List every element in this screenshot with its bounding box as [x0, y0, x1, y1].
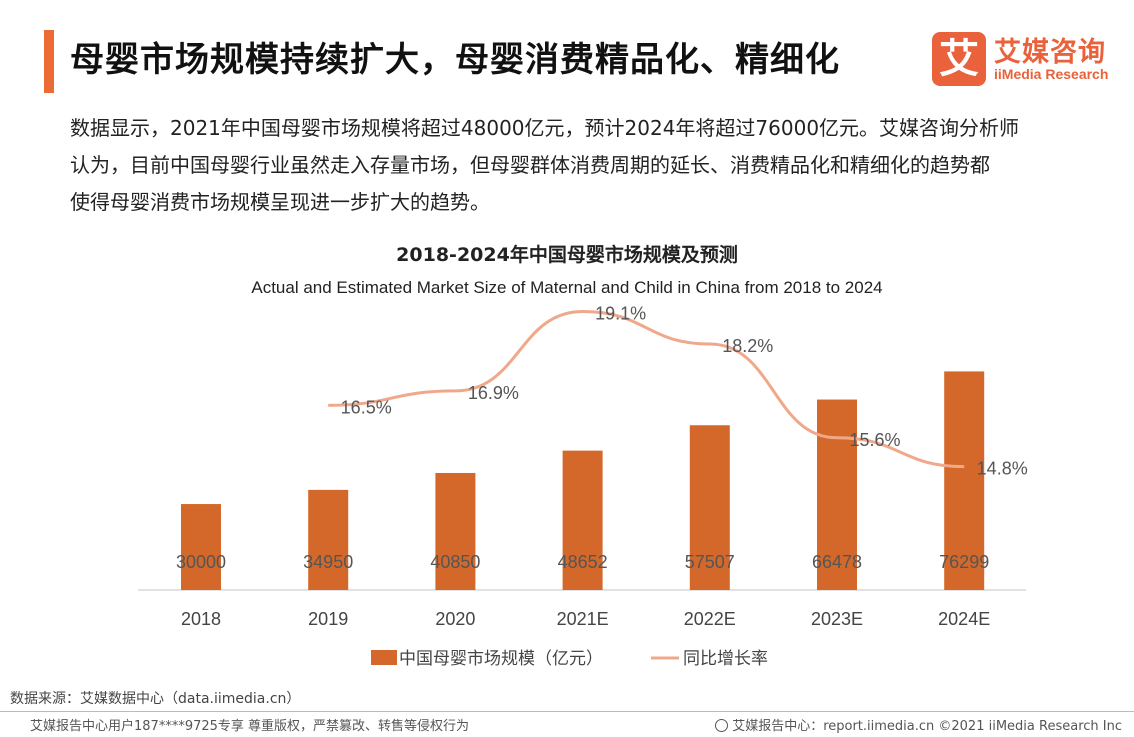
- x-tick-label: 2018: [181, 609, 221, 629]
- growth-rate-label: 16.5%: [341, 397, 392, 417]
- growth-rate-label: 18.2%: [722, 336, 773, 356]
- footer-copyright-notice: 艾媒报告中心用户187****9725专享 尊重版权，严禁篡改、转售等侵权行为: [30, 719, 470, 734]
- x-tick-label: 2019: [308, 609, 348, 629]
- x-tick-label: 2022E: [684, 609, 736, 629]
- growth-rate-label: 16.9%: [468, 383, 519, 403]
- bar-value-label: 40850: [430, 552, 480, 572]
- footer-site-text: 艾媒报告中心：report.iimedia.cn ©2021 iiMedia R…: [732, 719, 1122, 734]
- logo-text-en: iiMedia Research: [994, 66, 1109, 82]
- legend-label-bar: 中国母婴市场规模（亿元）: [399, 649, 603, 669]
- bar: [689, 425, 730, 590]
- bar: [435, 472, 476, 590]
- bar: [181, 504, 221, 590]
- intro-line: 使得母婴消费市场规模呈现进一步扩大的趋势。: [70, 190, 490, 214]
- data-source: 数据来源：艾媒数据中心（data.iimedia.cn）: [10, 691, 301, 707]
- growth-rate-label: 15.6%: [849, 430, 900, 450]
- page-title: 母婴市场规模持续扩大，母婴消费精品化、精细化: [70, 40, 840, 80]
- intro-line: 数据显示，2021年中国母婴市场规模将超过48000亿元，预计2024年将超过7…: [70, 116, 1020, 140]
- logo-text-cn: 艾媒咨询: [994, 37, 1106, 68]
- bar-value-label: 48652: [558, 552, 608, 572]
- legend-swatch-bar: [371, 650, 397, 665]
- footer-site-info: 艾媒报告中心：report.iimedia.cn ©2021 iiMedia R…: [715, 715, 1122, 734]
- brand-logo: 艾 艾媒咨询 iiMedia Research: [932, 30, 1132, 88]
- bar: [562, 450, 603, 590]
- footer-divider: [0, 711, 1134, 712]
- bar: [944, 371, 985, 590]
- chart-title: 2018-2024年中国母婴市场规模及预测: [396, 244, 738, 266]
- x-tick-label: 2020: [435, 609, 475, 629]
- logo-mark: 艾: [932, 32, 986, 86]
- bar-value-label: 30000: [176, 552, 226, 572]
- growth-rate-label: 14.8%: [977, 459, 1028, 479]
- bar-value-label: 57507: [685, 552, 735, 572]
- bar-value-label: 76299: [939, 552, 989, 572]
- chart-subtitle: Actual and Estimated Market Size of Mate…: [251, 278, 883, 297]
- growth-rate-label: 19.1%: [595, 303, 646, 323]
- intro-line: 认为，目前中国母婴行业虽然走入存量市场，但母婴群体消费周期的延长、消费精品化和精…: [70, 153, 990, 177]
- bar: [308, 489, 349, 590]
- x-tick-label: 2023E: [811, 609, 863, 629]
- legend-label-line: 同比增长率: [683, 649, 768, 669]
- title-accent-bar: [44, 30, 54, 93]
- x-tick-label: 2024E: [938, 609, 990, 629]
- bar-value-label: 34950: [303, 552, 353, 572]
- globe-icon: [715, 719, 729, 732]
- intro-paragraph: 数据显示，2021年中国母婴市场规模将超过48000亿元，预计2024年将超过7…: [70, 110, 1090, 221]
- x-tick-label: 2021E: [557, 609, 609, 629]
- growth-rate-line: [328, 309, 965, 469]
- bar: [817, 399, 857, 590]
- bar-value-label: 66478: [812, 552, 862, 572]
